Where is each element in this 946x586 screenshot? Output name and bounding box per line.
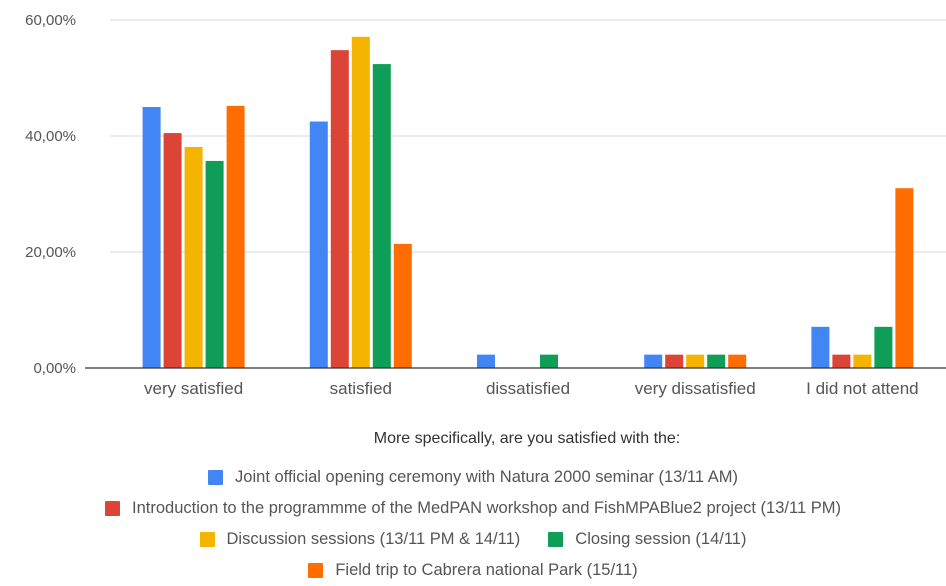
bar: [330, 50, 349, 368]
bars: [142, 36, 914, 368]
legend-label: Introduction to the programmme of the Me…: [132, 499, 841, 517]
bar: [728, 354, 747, 368]
bar: [226, 105, 245, 368]
legend-row: Introduction to the programmme of the Me…: [0, 493, 946, 524]
x-tick-label: dissatisfied: [486, 379, 570, 398]
legend-item: Joint official opening ceremony with Nat…: [208, 468, 738, 487]
legend-row: Discussion sessions (13/11 PM & 14/11) C…: [0, 524, 946, 555]
legend-row: Joint official opening ceremony with Nat…: [0, 462, 946, 493]
legend-item: Discussion sessions (13/11 PM & 14/11): [199, 530, 521, 549]
y-tick-label: 40,00%: [25, 128, 76, 145]
legend-label: Discussion sessions (13/11 PM & 14/11): [226, 530, 521, 548]
bar: [393, 243, 412, 368]
bar: [707, 354, 726, 368]
x-tick-label: I did not attend: [806, 379, 918, 398]
legend-swatch: [105, 501, 121, 516]
y-tick-label: 0,00%: [33, 360, 76, 377]
bar: [205, 160, 224, 368]
legend-item: Closing session (14/11): [548, 530, 746, 549]
bar: [163, 133, 182, 368]
x-axis-categories: very satisfied satisfied dissatisfied very …: [144, 379, 919, 398]
y-tick-label: 60,00%: [25, 12, 76, 29]
x-tick-label: satisfied: [330, 379, 392, 398]
bar: [142, 107, 161, 368]
legend-swatch: [199, 532, 215, 547]
bar: [184, 147, 203, 368]
bar: [644, 354, 663, 368]
bar: [540, 354, 558, 368]
bar: [665, 354, 684, 368]
bar: [309, 121, 328, 368]
legend-item: Introduction to the programmme of the Me…: [105, 499, 841, 518]
bar: [372, 64, 391, 368]
gridlines: [110, 19, 946, 253]
x-tick-label: very dissatisfied: [635, 379, 756, 398]
bar: [477, 354, 495, 368]
y-axis-ticks: 0,00% 20,00% 40,00% 60,00%: [25, 12, 76, 377]
legend-swatch: [548, 532, 564, 547]
bar: [351, 36, 370, 368]
bar: [832, 354, 851, 368]
bar: [853, 354, 872, 368]
y-tick-label: 20,00%: [25, 244, 76, 261]
legend-swatch: [208, 470, 224, 485]
bar-chart: 0,00% 20,00% 40,00% 60,00% very satisfied sa…: [25, 12, 946, 447]
bar: [874, 326, 893, 368]
x-tick-label: very satisfied: [144, 379, 243, 398]
bar: [686, 354, 705, 368]
bar: [811, 326, 830, 368]
legend-label: Joint official opening ceremony with Nat…: [235, 468, 738, 486]
x-axis-title: More specifically, are you satisfied wit…: [374, 430, 681, 447]
legend-label: Closing session (14/11): [575, 530, 747, 548]
legend: Joint official opening ceremony with Nat…: [0, 462, 946, 586]
bar: [895, 188, 914, 368]
